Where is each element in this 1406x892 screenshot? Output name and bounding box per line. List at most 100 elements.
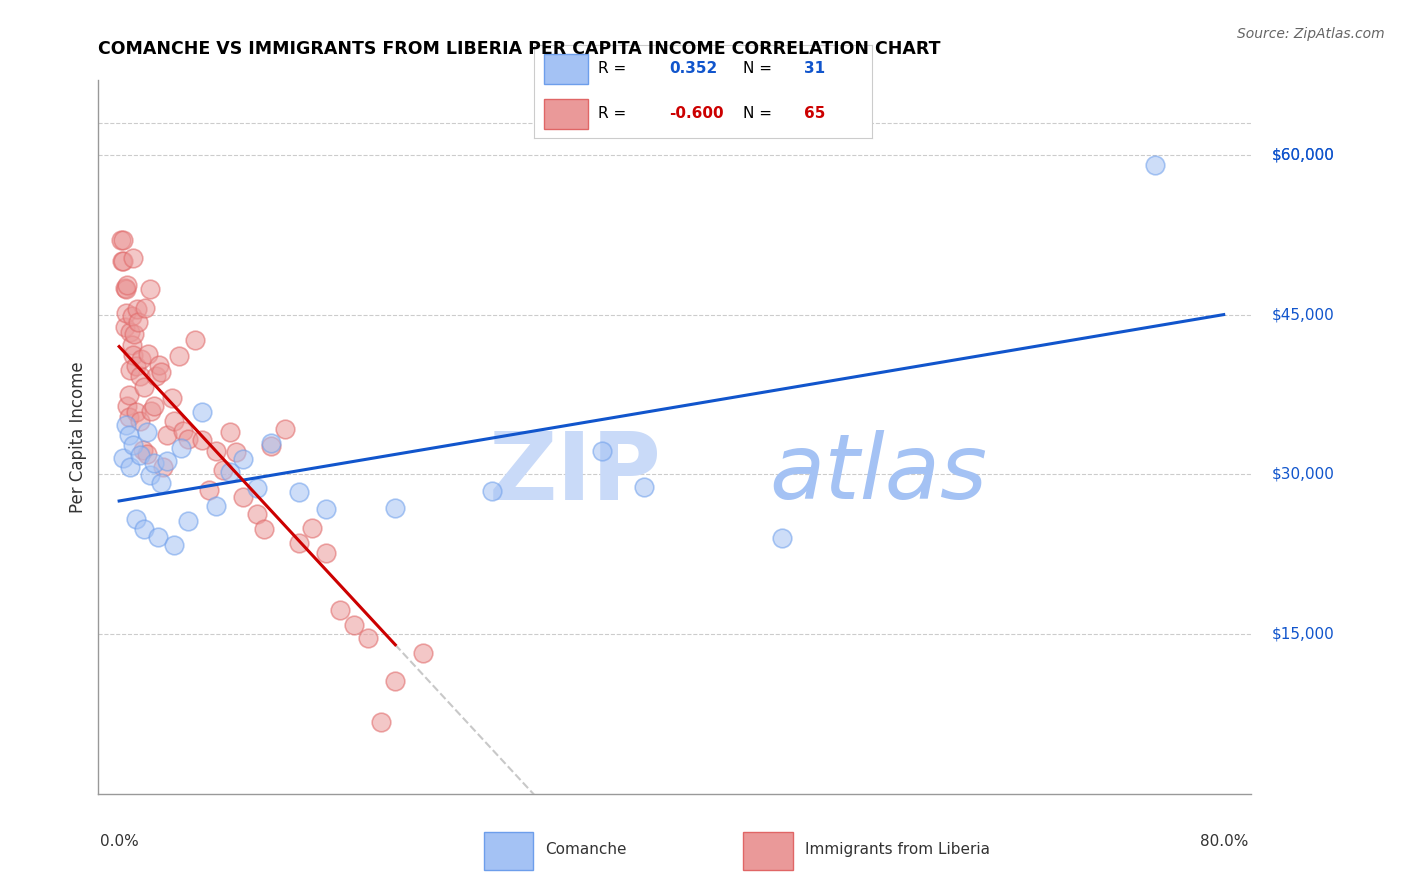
Point — [134, 301, 156, 315]
Point — [121, 338, 143, 352]
Point — [177, 514, 200, 528]
Point — [315, 546, 337, 560]
Point — [125, 512, 148, 526]
Point — [111, 254, 134, 268]
Text: $15,000: $15,000 — [1272, 626, 1334, 641]
Point — [170, 441, 193, 455]
Point — [122, 348, 145, 362]
Text: 31: 31 — [804, 62, 825, 77]
Point — [120, 363, 142, 377]
Point — [253, 522, 276, 536]
Point — [138, 282, 160, 296]
Bar — [484, 832, 533, 870]
Point — [129, 351, 152, 366]
Text: 65: 65 — [804, 106, 825, 121]
Point — [148, 358, 170, 372]
Point — [191, 433, 214, 447]
Point — [152, 459, 174, 474]
Point — [118, 428, 141, 442]
Text: N =: N = — [744, 106, 772, 121]
Point — [127, 315, 149, 329]
Point — [121, 309, 143, 323]
Point — [120, 325, 142, 339]
Point — [163, 538, 186, 552]
Point — [136, 347, 159, 361]
Point — [146, 530, 169, 544]
Text: $60,000: $60,000 — [1272, 147, 1334, 162]
Point — [198, 483, 221, 498]
Point — [301, 521, 323, 535]
Point — [110, 233, 132, 247]
Point — [118, 388, 141, 402]
Text: $45,000: $45,000 — [1272, 307, 1334, 322]
Point — [218, 425, 240, 439]
Point — [156, 454, 179, 468]
Point — [139, 403, 162, 417]
Point — [112, 450, 135, 465]
Text: ZIP: ZIP — [488, 428, 661, 520]
Point — [412, 646, 434, 660]
Text: R =: R = — [599, 62, 627, 77]
Point — [260, 436, 283, 450]
Point — [232, 490, 254, 504]
Text: 80.0%: 80.0% — [1199, 834, 1249, 849]
Point — [132, 380, 155, 394]
Point — [115, 282, 138, 296]
Point — [225, 444, 247, 458]
Point — [167, 349, 190, 363]
Point — [218, 465, 240, 479]
Point — [115, 306, 138, 320]
Point — [160, 392, 183, 406]
Point — [118, 410, 141, 425]
Point — [481, 484, 503, 499]
Point — [384, 500, 406, 515]
Point — [149, 365, 172, 379]
Point — [135, 447, 157, 461]
Point — [142, 456, 165, 470]
Point — [156, 428, 179, 442]
Point — [125, 359, 148, 373]
Point — [115, 418, 138, 433]
Point — [370, 715, 392, 730]
Point — [125, 301, 148, 316]
Point — [246, 481, 269, 495]
Point — [128, 448, 150, 462]
Point — [1143, 159, 1166, 173]
Text: N =: N = — [744, 62, 772, 77]
Point — [204, 499, 226, 513]
Bar — [544, 99, 588, 129]
Text: $30,000: $30,000 — [1272, 467, 1334, 482]
Y-axis label: Per Capita Income: Per Capita Income — [69, 361, 87, 513]
Point — [211, 462, 233, 476]
Point — [112, 233, 135, 247]
Point — [131, 443, 153, 458]
Point — [112, 254, 135, 268]
Bar — [544, 54, 588, 84]
Text: R =: R = — [599, 106, 627, 121]
Point — [114, 320, 136, 334]
Point — [356, 631, 378, 645]
Text: Source: ZipAtlas.com: Source: ZipAtlas.com — [1237, 27, 1385, 41]
Text: COMANCHE VS IMMIGRANTS FROM LIBERIA PER CAPITA INCOME CORRELATION CHART: COMANCHE VS IMMIGRANTS FROM LIBERIA PER … — [98, 40, 941, 58]
Point — [287, 485, 309, 500]
Text: $60,000: $60,000 — [1272, 147, 1334, 162]
Point — [114, 281, 136, 295]
Text: Comanche: Comanche — [546, 842, 627, 857]
Point — [120, 460, 142, 475]
Bar — [744, 832, 793, 870]
Point — [184, 333, 207, 347]
Text: -0.600: -0.600 — [669, 106, 724, 121]
Point — [204, 444, 226, 458]
Point — [315, 501, 337, 516]
Text: Immigrants from Liberia: Immigrants from Liberia — [806, 842, 990, 857]
Point — [591, 444, 613, 458]
Point — [329, 602, 352, 616]
Point — [125, 404, 148, 418]
Point — [149, 476, 172, 491]
Point — [145, 369, 167, 384]
Point — [343, 618, 366, 632]
Point — [260, 439, 283, 453]
Point — [135, 425, 157, 440]
Point — [770, 531, 793, 545]
Point — [274, 422, 297, 436]
